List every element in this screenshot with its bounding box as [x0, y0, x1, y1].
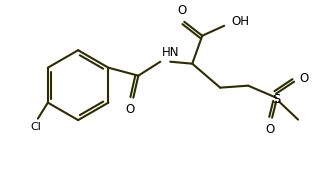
Text: O: O	[126, 103, 135, 116]
Text: HN: HN	[162, 46, 180, 59]
Text: O: O	[265, 123, 275, 136]
Text: OH: OH	[231, 15, 249, 28]
Text: O: O	[178, 4, 187, 17]
Text: O: O	[299, 72, 308, 85]
Text: Cl: Cl	[30, 122, 41, 132]
Text: S: S	[272, 93, 280, 106]
